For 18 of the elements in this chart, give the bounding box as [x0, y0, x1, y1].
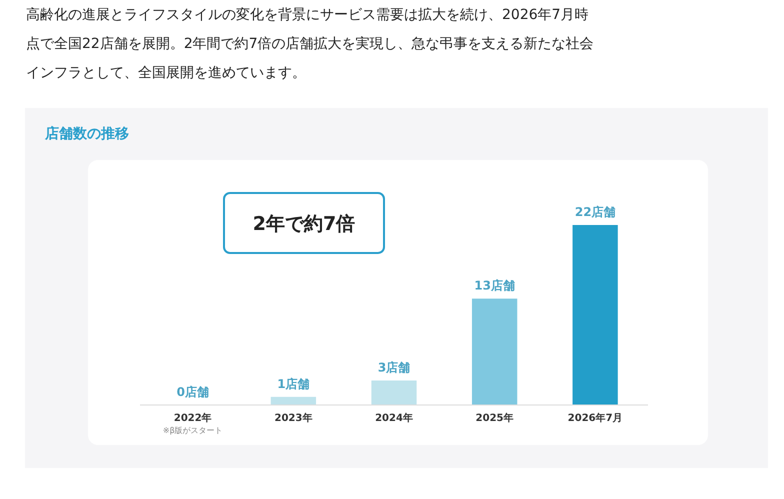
x-tick-label: 2022年	[174, 412, 212, 424]
x-tick-label: 2025年	[476, 412, 514, 424]
data-label: 0店舗	[176, 385, 209, 399]
data-label: 13店舗	[474, 278, 515, 293]
data-label: 22店舗	[574, 205, 616, 219]
x-tick-label: 2026年7月	[568, 412, 623, 424]
bar	[270, 396, 316, 405]
bar	[371, 380, 417, 405]
text: 高齢化の進展とライフスタイルの変化を背景にサービス需要は拡大を続け、2026年7月時点で全国22店舗を展開。2年間で約7倍の店舗拡大を実現し、急な弔事を支える新たな社会インフラとして、全国展開を進めています。	[26, 7, 594, 81]
text: ※β版がスタート	[162, 426, 223, 435]
bar	[572, 225, 618, 405]
chart-title: 店舗数の推移	[44, 125, 129, 142]
data-label: 3店舗	[378, 360, 410, 374]
x-tick-label: 2024年	[375, 412, 413, 424]
bar	[472, 298, 518, 405]
data-label: 1店舗	[277, 376, 310, 391]
x-tick-label: 2023年	[274, 412, 312, 424]
annotation: 2年で約7倍	[252, 213, 356, 235]
